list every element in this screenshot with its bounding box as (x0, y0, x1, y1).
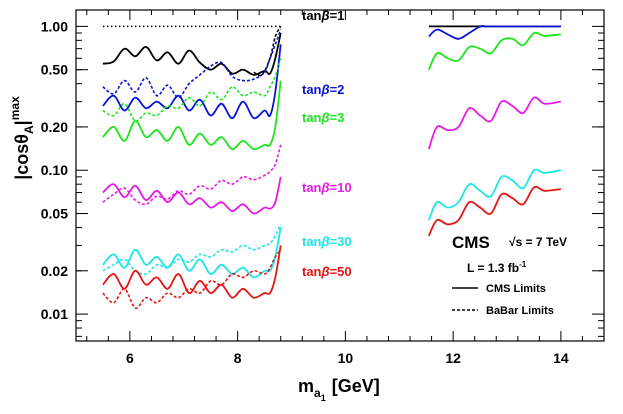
x-tick-label: 8 (234, 350, 242, 366)
x-tick-label: 10 (338, 350, 354, 366)
babar-limit-tanb-10 (102, 144, 282, 206)
legend-label-cms: CMS Limits (486, 283, 546, 295)
x-tick-label: 14 (553, 350, 569, 366)
experiment-label: CMS (452, 233, 490, 252)
axis-ticks: 6 8 10 12 14 1.00 0.50 0.20 0.10 0.05 0.02 0.01 (41, 10, 604, 366)
plot-area-border (75, 9, 605, 342)
cms-limit-high-tanb-10 (428, 96, 562, 150)
x-tick-label: 6 (126, 350, 134, 366)
x-tick-label: 12 (445, 350, 461, 366)
y-axis-title: |cosθA|max (8, 96, 36, 180)
limit-curves (102, 25, 562, 309)
cms-limit-low-tanb-50 (102, 245, 282, 299)
cms-limit-high-tanb-3 (428, 31, 561, 71)
series-label-tanb-30: tanβ=30 (302, 234, 352, 249)
series-label-tanb-10: tanβ=10 (302, 180, 352, 195)
babar-limit-tanb-30 (102, 224, 282, 276)
babar-limit-tanb-2 (102, 29, 282, 99)
y-tick-label: 0.05 (41, 206, 68, 222)
x-axis-title: ma1[GeV] (298, 376, 380, 403)
babar-limit-tanb-3 (102, 58, 282, 122)
legend: CMS Limits BaBar Limits (452, 283, 554, 317)
series-label-tanb-50: tanβ=50 (302, 264, 352, 279)
y-tick-label: 0.01 (41, 306, 68, 322)
cms-limit-low-tanb-30 (102, 227, 282, 279)
series-label-tanb-3: tanβ=3 (302, 110, 344, 125)
babar-limit-tanb-50 (102, 249, 282, 309)
legend-label-babar: BaBar Limits (486, 305, 554, 317)
y-tick-label: 0.10 (41, 162, 68, 178)
series-label-tanb-1: tanβ=1 (302, 8, 344, 23)
cms-limit-low-tanb-2 (102, 44, 282, 120)
cms-limit-high-tanb-50 (428, 185, 561, 237)
y-tick-label: 1.00 (41, 18, 68, 34)
y-tick-label: 0.20 (41, 119, 68, 135)
series-label-tanb-2: tanβ=2 (302, 82, 344, 97)
cms-limit-low-tanb-1 (102, 32, 282, 76)
y-tick-label: 0.02 (41, 263, 68, 279)
luminosity-label: L = 1.3 fb-1 (467, 260, 527, 275)
cms-limit-high-tanb-30 (428, 168, 562, 221)
plot-frame (75, 9, 605, 342)
energy-label: √s = 7 TeV (509, 235, 567, 249)
y-tick-label: 0.50 (41, 62, 68, 78)
cms-limit-low-tanb-10 (102, 176, 282, 215)
babar-limit-tanb-1 (253, 25, 282, 77)
cms-limit-low-tanb-3 (102, 80, 282, 151)
cms-limit-high-tanb-2 (428, 25, 561, 40)
